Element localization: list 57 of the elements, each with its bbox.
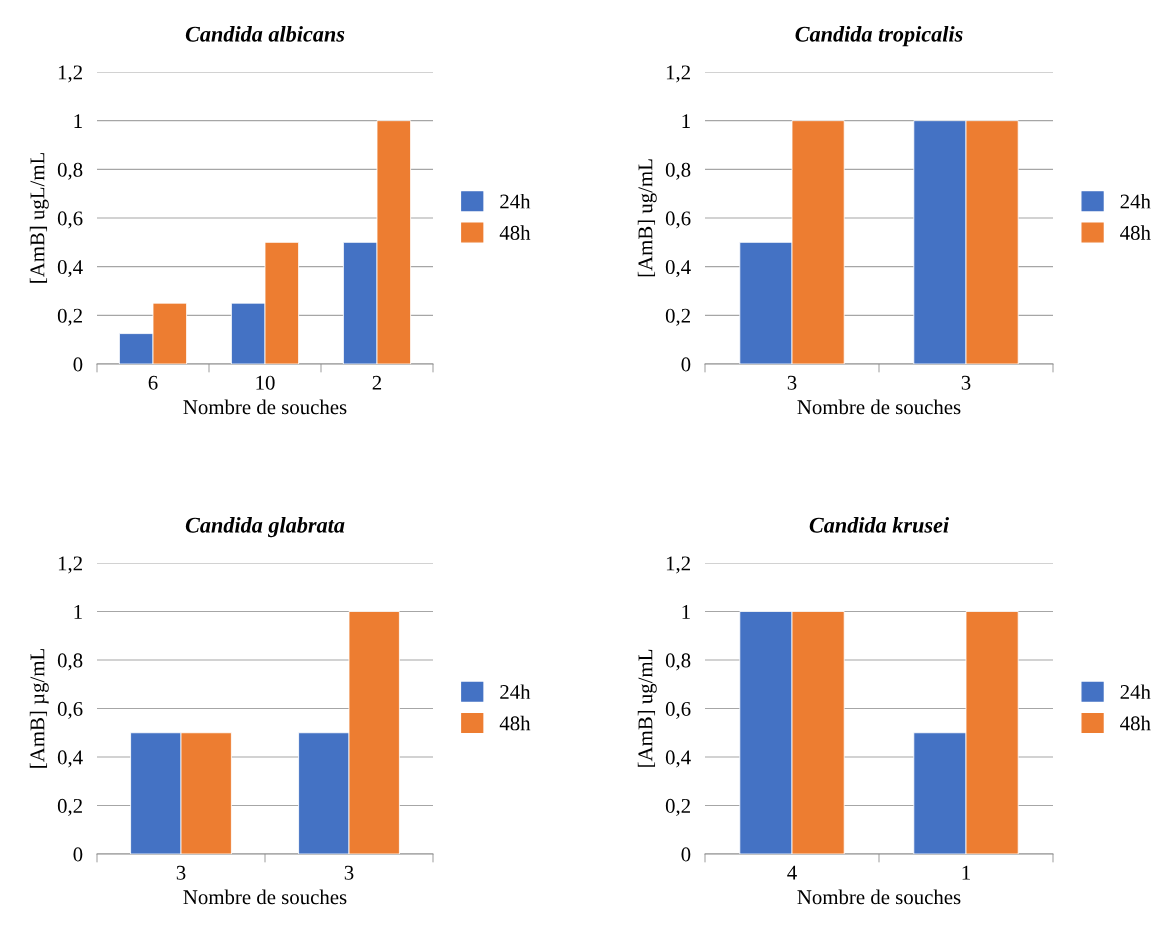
x-axis-title: Nombre de souches [183, 889, 347, 905]
x-tick-label: 3 [787, 375, 797, 390]
legend-label: 24h [1120, 684, 1151, 699]
y-tick-label: 0,4 [57, 260, 83, 278]
x-tick-label: 3 [176, 865, 186, 880]
x-axis-title: Nombre de souches [183, 399, 347, 415]
y-tick-label: 1,2 [58, 556, 82, 574]
y-tick-label: 0,6 [665, 211, 691, 229]
y-tick-label: 0,4 [57, 750, 83, 768]
legend-label: 24h [500, 193, 531, 209]
y-tick-label: 1,2 [666, 65, 690, 83]
y-axis-title: [AmB] ug/mL [637, 159, 657, 277]
y-tick-label: 0,4 [665, 750, 691, 768]
y-tick-label: 0,4 [665, 260, 691, 278]
legend-label: 24h [500, 684, 531, 699]
y-tick-label: 0,2 [665, 308, 690, 326]
x-tick-label: 2 [372, 375, 382, 390]
y-axis-title: [AmB] µg/mL [29, 649, 49, 768]
legend-label: 48h [499, 225, 531, 240]
chart-title: Candida tropicalis [795, 26, 963, 47]
y-tick-label: 1 [682, 114, 690, 128]
x-tick-label: 10 [256, 375, 275, 390]
y-tick-label: 1,2 [666, 556, 690, 574]
y-tick-label: 0,8 [57, 653, 83, 671]
y-tick-label: 0,8 [665, 653, 691, 671]
legend-label: 24h [1120, 193, 1151, 209]
chart-title: Candida glabrata [185, 517, 345, 538]
x-tick-label: 4 [787, 865, 797, 880]
x-tick-label: 3 [344, 865, 354, 880]
y-tick-label: 0 [73, 847, 83, 862]
legend-label: 48h [1120, 715, 1151, 731]
y-tick-label: 0,8 [665, 162, 691, 180]
y-tick-label: 0,8 [57, 162, 83, 180]
x-tick-label: 1 [962, 865, 970, 880]
y-axis-title: [AmB] ug/mL [637, 649, 657, 767]
x-axis-title: Nombre de souches [797, 399, 961, 415]
x-tick-label: 3 [961, 375, 971, 390]
y-tick-label: 0 [73, 357, 83, 372]
y-tick-label: 1 [682, 604, 690, 619]
y-tick-label: 0,6 [57, 211, 83, 229]
y-tick-label: 1 [74, 114, 82, 128]
x-axis-title: Nombre de souches [797, 889, 961, 905]
y-tick-label: 1 [74, 604, 82, 619]
x-tick-label: 6 [148, 375, 158, 390]
legend-label: 48h [499, 715, 531, 731]
y-tick-label: 0,6 [57, 701, 83, 719]
y-tick-label: 0,2 [665, 798, 690, 816]
y-tick-label: 0,2 [57, 798, 82, 816]
legend-label: 48h [1120, 225, 1151, 240]
y-tick-label: 1,2 [58, 65, 82, 83]
chart-title: Candida albicans [185, 26, 345, 42]
y-tick-label: 0 [681, 357, 691, 372]
chart-title: Candida krusei [809, 517, 949, 533]
y-tick-label: 0,6 [665, 701, 691, 719]
y-tick-label: 0,2 [57, 308, 82, 326]
y-axis-title: [AmB] ugL/mL [29, 153, 49, 283]
y-tick-label: 0 [681, 847, 691, 862]
